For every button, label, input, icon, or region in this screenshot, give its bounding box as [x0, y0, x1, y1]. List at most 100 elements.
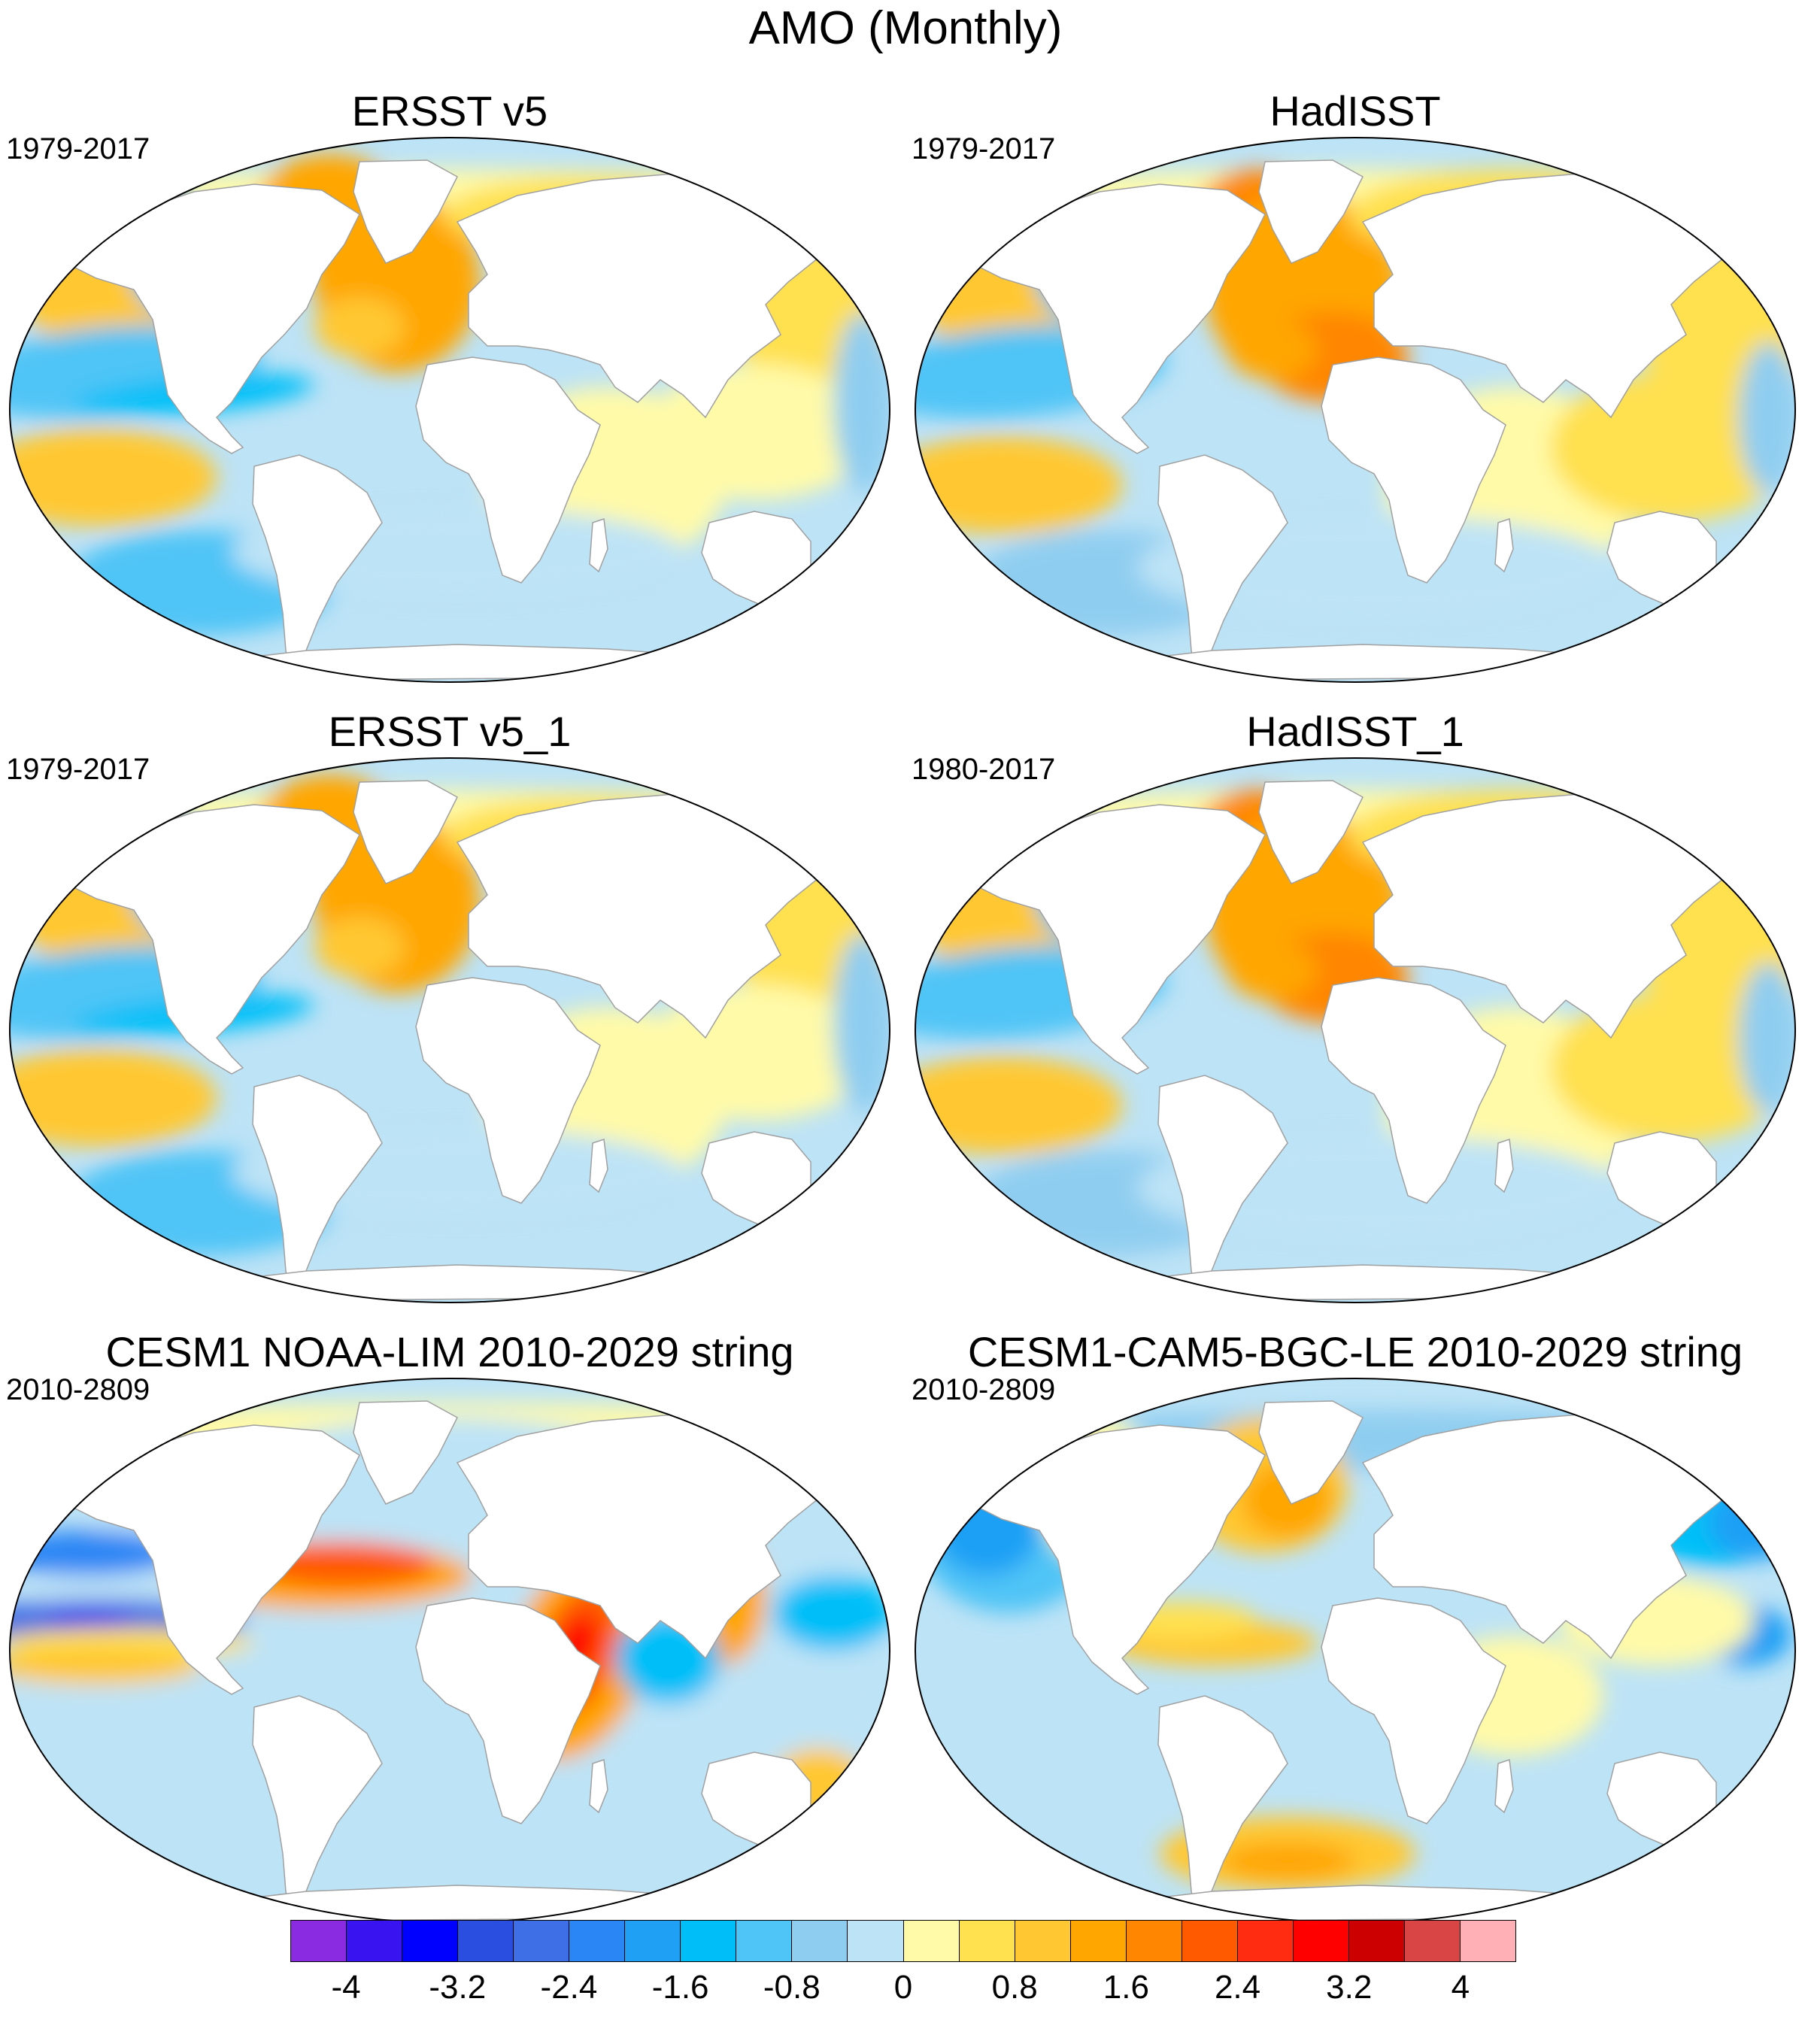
colorbar-label: -1.6	[651, 1969, 709, 2006]
colorbar-label: 2.4	[1214, 1969, 1261, 2006]
map-border	[915, 757, 1796, 1303]
colorbar-swatch	[625, 1920, 681, 1962]
world-map	[6, 132, 893, 688]
colorbar-boxes	[290, 1920, 1517, 1962]
colorbar-swatch	[569, 1920, 626, 1962]
landmass	[970, 183, 1266, 454]
landmass	[1321, 356, 1506, 584]
colorbar-swatch	[736, 1920, 793, 1962]
colorbar-label: 1.6	[1103, 1969, 1149, 2006]
map-border	[9, 757, 890, 1303]
panel-title: CESM1-CAM5-BGC-LE 2010-2029 string	[967, 1328, 1743, 1375]
colorbar-label: -0.8	[763, 1969, 821, 2006]
colorbar-label: 0.8	[991, 1969, 1038, 2006]
anomaly-region	[773, 1575, 890, 1651]
colorbar-swatch	[402, 1920, 459, 1962]
anomaly-region	[44, 1613, 134, 1628]
landmass	[1321, 977, 1506, 1204]
map-svg	[915, 137, 1796, 683]
landmass	[65, 804, 360, 1075]
landmass	[65, 183, 360, 454]
colorbar-swatch	[1070, 1920, 1127, 1962]
map-svg	[9, 757, 890, 1303]
world-map	[912, 752, 1799, 1309]
anomaly-region	[1739, 963, 1795, 1113]
panel-title: HadISST	[1270, 87, 1441, 135]
map-panel: CESM1-CAM5-BGC-LE 2010-2029 string 2010-2…	[912, 1327, 1799, 1929]
landmass	[415, 977, 601, 1204]
panel-years: 2010-2809	[912, 1373, 1056, 1406]
map-svg	[915, 757, 1796, 1303]
world-map	[912, 1372, 1799, 1929]
map-panel: HadISST 1979-2017	[912, 86, 1799, 688]
landmass	[1157, 1075, 1288, 1295]
anomaly-region	[314, 297, 405, 357]
colorbar-label: 3.2	[1326, 1969, 1373, 2006]
panel-years: 1979-2017	[6, 132, 150, 165]
landmass	[1321, 1597, 1506, 1824]
colorbar-label: -4	[331, 1969, 361, 2006]
panel-title: HadISST_1	[1246, 708, 1464, 755]
colorbar-label: 4	[1451, 1969, 1470, 2006]
landmass	[589, 1758, 608, 1814]
anomaly-region	[1220, 1842, 1355, 1880]
landmass	[252, 1075, 383, 1295]
world-map	[6, 752, 893, 1309]
colorbar-swatch	[458, 1920, 514, 1962]
map-panel: ERSST v5_1 1979-2017	[6, 707, 893, 1309]
anomaly-region	[833, 312, 890, 493]
colorbar-swatch	[848, 1920, 904, 1962]
landmass	[252, 1695, 383, 1915]
panel-title: CESM1 NOAA-LIM 2010-2029 string	[105, 1328, 794, 1375]
map-svg	[9, 137, 890, 683]
landmass	[353, 1400, 458, 1505]
map-panel: ERSST v5 1979-2017	[6, 86, 893, 688]
colorbar-swatch	[347, 1920, 403, 1962]
map-svg	[915, 1378, 1796, 1924]
landmass	[970, 1424, 1266, 1695]
colorbar-label: 0	[893, 1969, 913, 2006]
panel-years: 2010-2809	[6, 1373, 150, 1406]
colorbar-swatch	[1460, 1920, 1517, 1962]
colorbar-swatch	[1237, 1920, 1294, 1962]
panel-title: ERSST v5	[351, 87, 548, 135]
landmass	[252, 454, 383, 675]
map-border	[915, 137, 1796, 683]
landmass	[1258, 780, 1364, 884]
landmass	[589, 1138, 608, 1193]
world-map	[912, 132, 1799, 688]
landmass	[1258, 1400, 1364, 1505]
map-border	[9, 137, 890, 683]
colorbar-swatch	[1182, 1920, 1238, 1962]
landmass	[353, 159, 458, 264]
colorbar-swatch	[903, 1920, 960, 1962]
anomaly-region	[1227, 940, 1318, 1000]
colorbar-swatch	[1293, 1920, 1349, 1962]
colorbar-swatch	[1348, 1920, 1405, 1962]
landmass	[1157, 1695, 1288, 1915]
anomaly-region	[1709, 1485, 1795, 1560]
colorbar-label: -2.4	[540, 1969, 598, 2006]
colorbar-label: -3.2	[429, 1969, 487, 2006]
anomaly-region	[833, 933, 890, 1113]
anomaly-region	[314, 917, 405, 978]
landmass	[415, 1597, 601, 1824]
panel-years: 1980-2017	[912, 753, 1056, 786]
landmass	[1494, 1138, 1514, 1193]
landmass	[1157, 454, 1288, 675]
figure-title: AMO (Monthly)	[748, 2, 1063, 54]
map-panel: CESM1 NOAA-LIM 2010-2029 string 2010-2809	[6, 1327, 893, 1929]
anomaly-region	[10, 1647, 202, 1685]
landmass	[1494, 517, 1514, 573]
world-map	[6, 1372, 893, 1929]
landmass	[415, 356, 601, 584]
colorbar-swatch	[514, 1920, 570, 1962]
colorbar-swatch	[1015, 1920, 1071, 1962]
colorbar-swatch	[290, 1920, 347, 1962]
colorbar-swatch	[681, 1920, 737, 1962]
landmass	[353, 780, 458, 884]
colorbar-swatch	[1404, 1920, 1461, 1962]
panel-years: 1979-2017	[6, 753, 150, 786]
map-panel: HadISST_1 1980-2017	[912, 707, 1799, 1309]
panel-title: ERSST v5_1	[328, 708, 572, 755]
